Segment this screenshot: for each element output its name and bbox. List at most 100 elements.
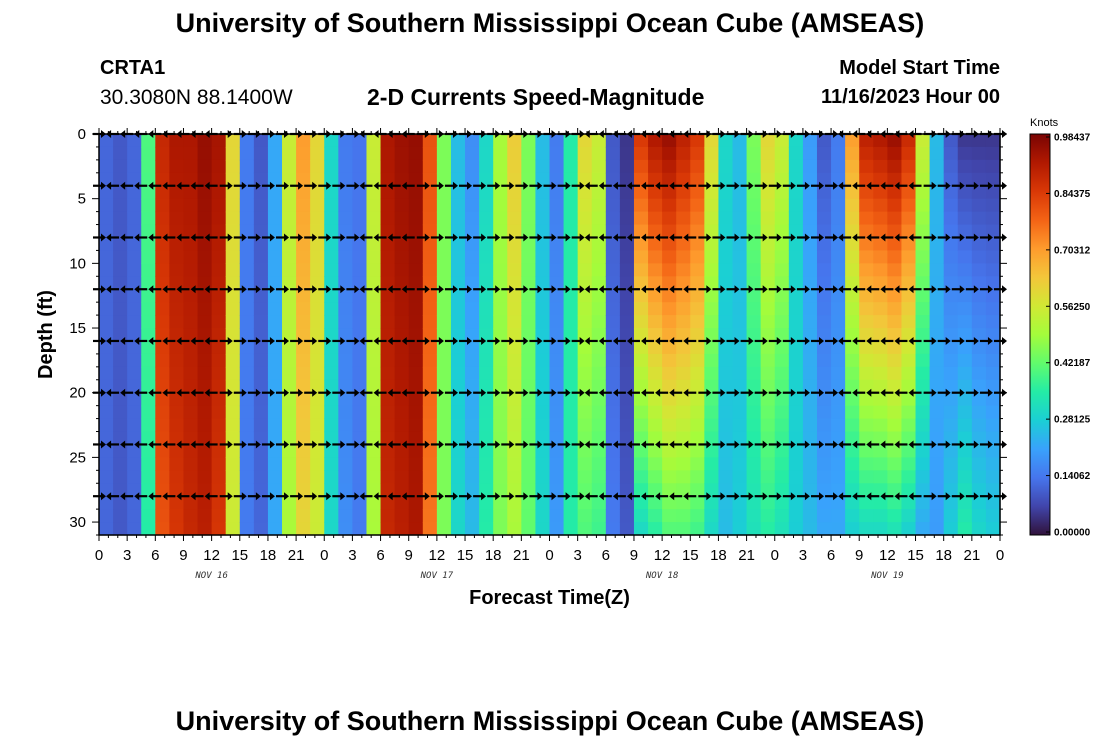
heatmap-cell [113, 366, 128, 381]
heatmap-cell [408, 444, 424, 458]
heatmap-cell [535, 263, 551, 277]
heatmap-cell [676, 263, 691, 277]
heatmap-cell [915, 224, 931, 239]
heatmap-cell [183, 340, 199, 355]
current-vector [571, 181, 585, 190]
heatmap-cell [746, 418, 762, 433]
heatmap-cell [591, 418, 607, 433]
current-vector [937, 233, 951, 242]
heatmap-cell [324, 159, 339, 174]
heatmap-cell [197, 328, 213, 342]
heatmap-cell [802, 418, 818, 433]
heatmap-cell [408, 289, 424, 303]
heatmap-cell [225, 172, 241, 187]
heatmap-cell [901, 353, 917, 368]
heatmap-cell [113, 302, 128, 316]
heatmap-cell [929, 418, 945, 433]
heatmap-cell [901, 509, 917, 523]
heatmap-cell [957, 522, 973, 536]
heatmap-cell [943, 211, 959, 226]
heatmap-cell [816, 134, 832, 148]
heatmap-cell [394, 457, 410, 471]
heatmap-cell [535, 172, 551, 187]
heatmap-cell [239, 289, 255, 303]
heatmap-cell [197, 457, 213, 471]
heatmap-cell [127, 289, 142, 303]
heatmap-cell [155, 289, 170, 303]
heatmap-cell [267, 496, 283, 510]
heatmap-cell [479, 289, 494, 303]
heatmap-cell [338, 431, 354, 446]
heatmap-cell [985, 146, 1001, 161]
heatmap-cell [479, 444, 494, 458]
heatmap-cell [507, 134, 522, 148]
heatmap-cell [324, 340, 339, 355]
heatmap-cell [929, 289, 945, 303]
heatmap-cell [366, 185, 382, 200]
heatmap-cell [282, 483, 297, 497]
current-vector [318, 388, 332, 397]
current-vector [698, 440, 712, 449]
heatmap-cell [633, 302, 649, 316]
heatmap-cell [408, 172, 424, 187]
heatmap-cell [479, 185, 494, 200]
current-vector [852, 336, 866, 345]
heatmap-cell [760, 366, 776, 381]
current-vector [515, 492, 529, 501]
heatmap-cell [718, 224, 734, 239]
heatmap-cell [985, 315, 1001, 329]
heatmap-cell [577, 134, 593, 148]
heatmap-cell [633, 134, 649, 148]
current-vector [233, 492, 247, 501]
heatmap-cell [113, 328, 128, 342]
heatmap-cell [577, 457, 593, 471]
current-vector [416, 181, 430, 190]
heatmap-cell [507, 211, 522, 226]
heatmap-cell [465, 340, 480, 355]
heatmap-cell [915, 379, 931, 394]
heatmap-cell [619, 328, 635, 342]
heatmap-cell [338, 237, 354, 252]
heatmap-cell [859, 392, 874, 407]
current-vector [655, 492, 669, 501]
heatmap-cell [957, 379, 973, 394]
heatmap-cell [746, 315, 762, 329]
heatmap-cell [239, 392, 255, 407]
heatmap-cell [774, 302, 790, 316]
heatmap-cell [774, 392, 790, 407]
current-vector [838, 388, 852, 397]
current-vector [712, 388, 726, 397]
heatmap-cell [310, 263, 325, 277]
heatmap-cell [873, 431, 888, 446]
heatmap-cell [380, 328, 396, 342]
heatmap-cell [324, 224, 339, 239]
heatmap-cell [633, 198, 649, 213]
heatmap-cell [450, 224, 466, 239]
heatmap-cell [169, 289, 185, 303]
heatmap-cell [479, 198, 494, 213]
heatmap-cell [831, 340, 846, 355]
heatmap-cell [493, 353, 508, 368]
heatmap-cell [380, 276, 396, 290]
heatmap-cell [380, 353, 396, 368]
heatmap-cell [648, 211, 663, 226]
current-vector [880, 492, 894, 501]
current-vector [219, 336, 233, 345]
current-vector [261, 388, 275, 397]
heatmap-cell [774, 211, 790, 226]
current-vector [923, 440, 937, 449]
current-vector [965, 233, 979, 242]
current-vector [937, 492, 951, 501]
heatmap-cell [239, 276, 255, 290]
heatmap-cell [282, 302, 297, 316]
heatmap-cell [662, 198, 677, 213]
current-vector [655, 181, 669, 190]
current-vector [162, 285, 176, 294]
heatmap-cell [352, 418, 368, 433]
current-vector [346, 492, 360, 501]
heatmap-cell [845, 185, 860, 200]
heatmap-cell [211, 328, 227, 342]
heatmap-cell [957, 224, 973, 239]
current-vector [162, 388, 176, 397]
heatmap-cell [493, 431, 508, 446]
